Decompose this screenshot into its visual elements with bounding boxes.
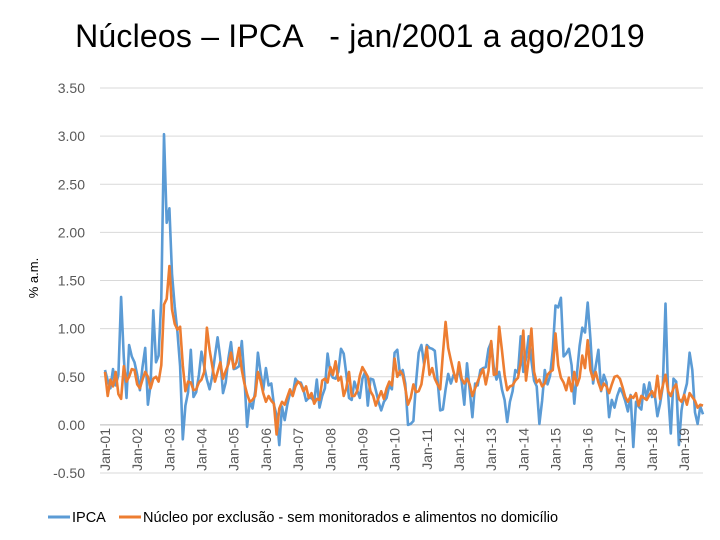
legend: IPCA Núcleo por exclusão - sem monitorad… (48, 510, 558, 526)
y-tick-label-1-00: 1.00 (58, 321, 85, 337)
x-tick-label-jan-17: Jan-17 (612, 428, 628, 471)
x-tick-label-jan-04: Jan-04 (194, 428, 210, 471)
legend-label-nucleo-exclusao: Núcleo por exclusão - sem monitorados e … (143, 510, 558, 526)
x-tick-label-jan-03: Jan-03 (161, 428, 177, 471)
y-tick-label-0-00: 0.00 (58, 417, 85, 433)
x-tick-label-jan-16: Jan-16 (580, 428, 596, 471)
x-tick-label-jan-19: Jan-19 (676, 428, 692, 471)
chart-title: Núcleos – IPCA - jan/2001 a ago/2019 (75, 18, 645, 54)
y-tick-label-1-50: 1.50 (58, 273, 85, 289)
series-line-nucleo-exclusao (103, 264, 704, 436)
x-tick-label-jan-07: Jan-07 (290, 428, 306, 471)
y-tick-label-3-50: 3.50 (58, 80, 85, 96)
x-tick-label-jan-05: Jan-05 (226, 428, 242, 471)
x-tick-label-jan-06: Jan-06 (258, 428, 274, 471)
x-tick-label-jan-14: Jan-14 (515, 428, 531, 471)
x-tick-label-jan-13: Jan-13 (483, 428, 499, 471)
x-tick-label-jan-12: Jan-12 (451, 428, 467, 471)
x-tick-label-jan-01: Jan-01 (97, 428, 113, 471)
y-tick-label-0-50: -0.50 (53, 465, 85, 481)
x-tick-label-jan-08: Jan-08 (322, 428, 338, 471)
x-tick-label-jan-11: Jan-11 (419, 428, 435, 470)
y-axis-title: % a.m. (26, 258, 41, 298)
series-line-ipca (103, 132, 705, 449)
y-tick-label-2-00: 2.00 (58, 224, 85, 240)
x-tick-label-jan-10: Jan-10 (387, 428, 403, 471)
y-tick-label-3-00: 3.00 (58, 128, 85, 144)
x-tick-label-jan-02: Jan-02 (129, 428, 145, 471)
series-lines (103, 132, 705, 449)
gridlines (100, 87, 703, 474)
x-tick-label-jan-09: Jan-09 (354, 428, 370, 471)
x-tick-label-jan-15: Jan-15 (548, 428, 564, 471)
legend-label-ipca: IPCA (72, 510, 106, 526)
x-tick-label-jan-18: Jan-18 (644, 428, 660, 471)
y-axis-ticks: 3.50 3.00 2.50 2.00 1.50 1.00 0.50 0.00 -0.50 (53, 80, 85, 481)
y-tick-label-0-50: 0.50 (58, 369, 85, 385)
y-tick-label-2-50: 2.50 (58, 176, 85, 192)
x-axis-ticks: Jan-01 Jan-02 Jan-03 Jan-04 Jan-05 Jan-06 Jan-… (97, 428, 692, 471)
